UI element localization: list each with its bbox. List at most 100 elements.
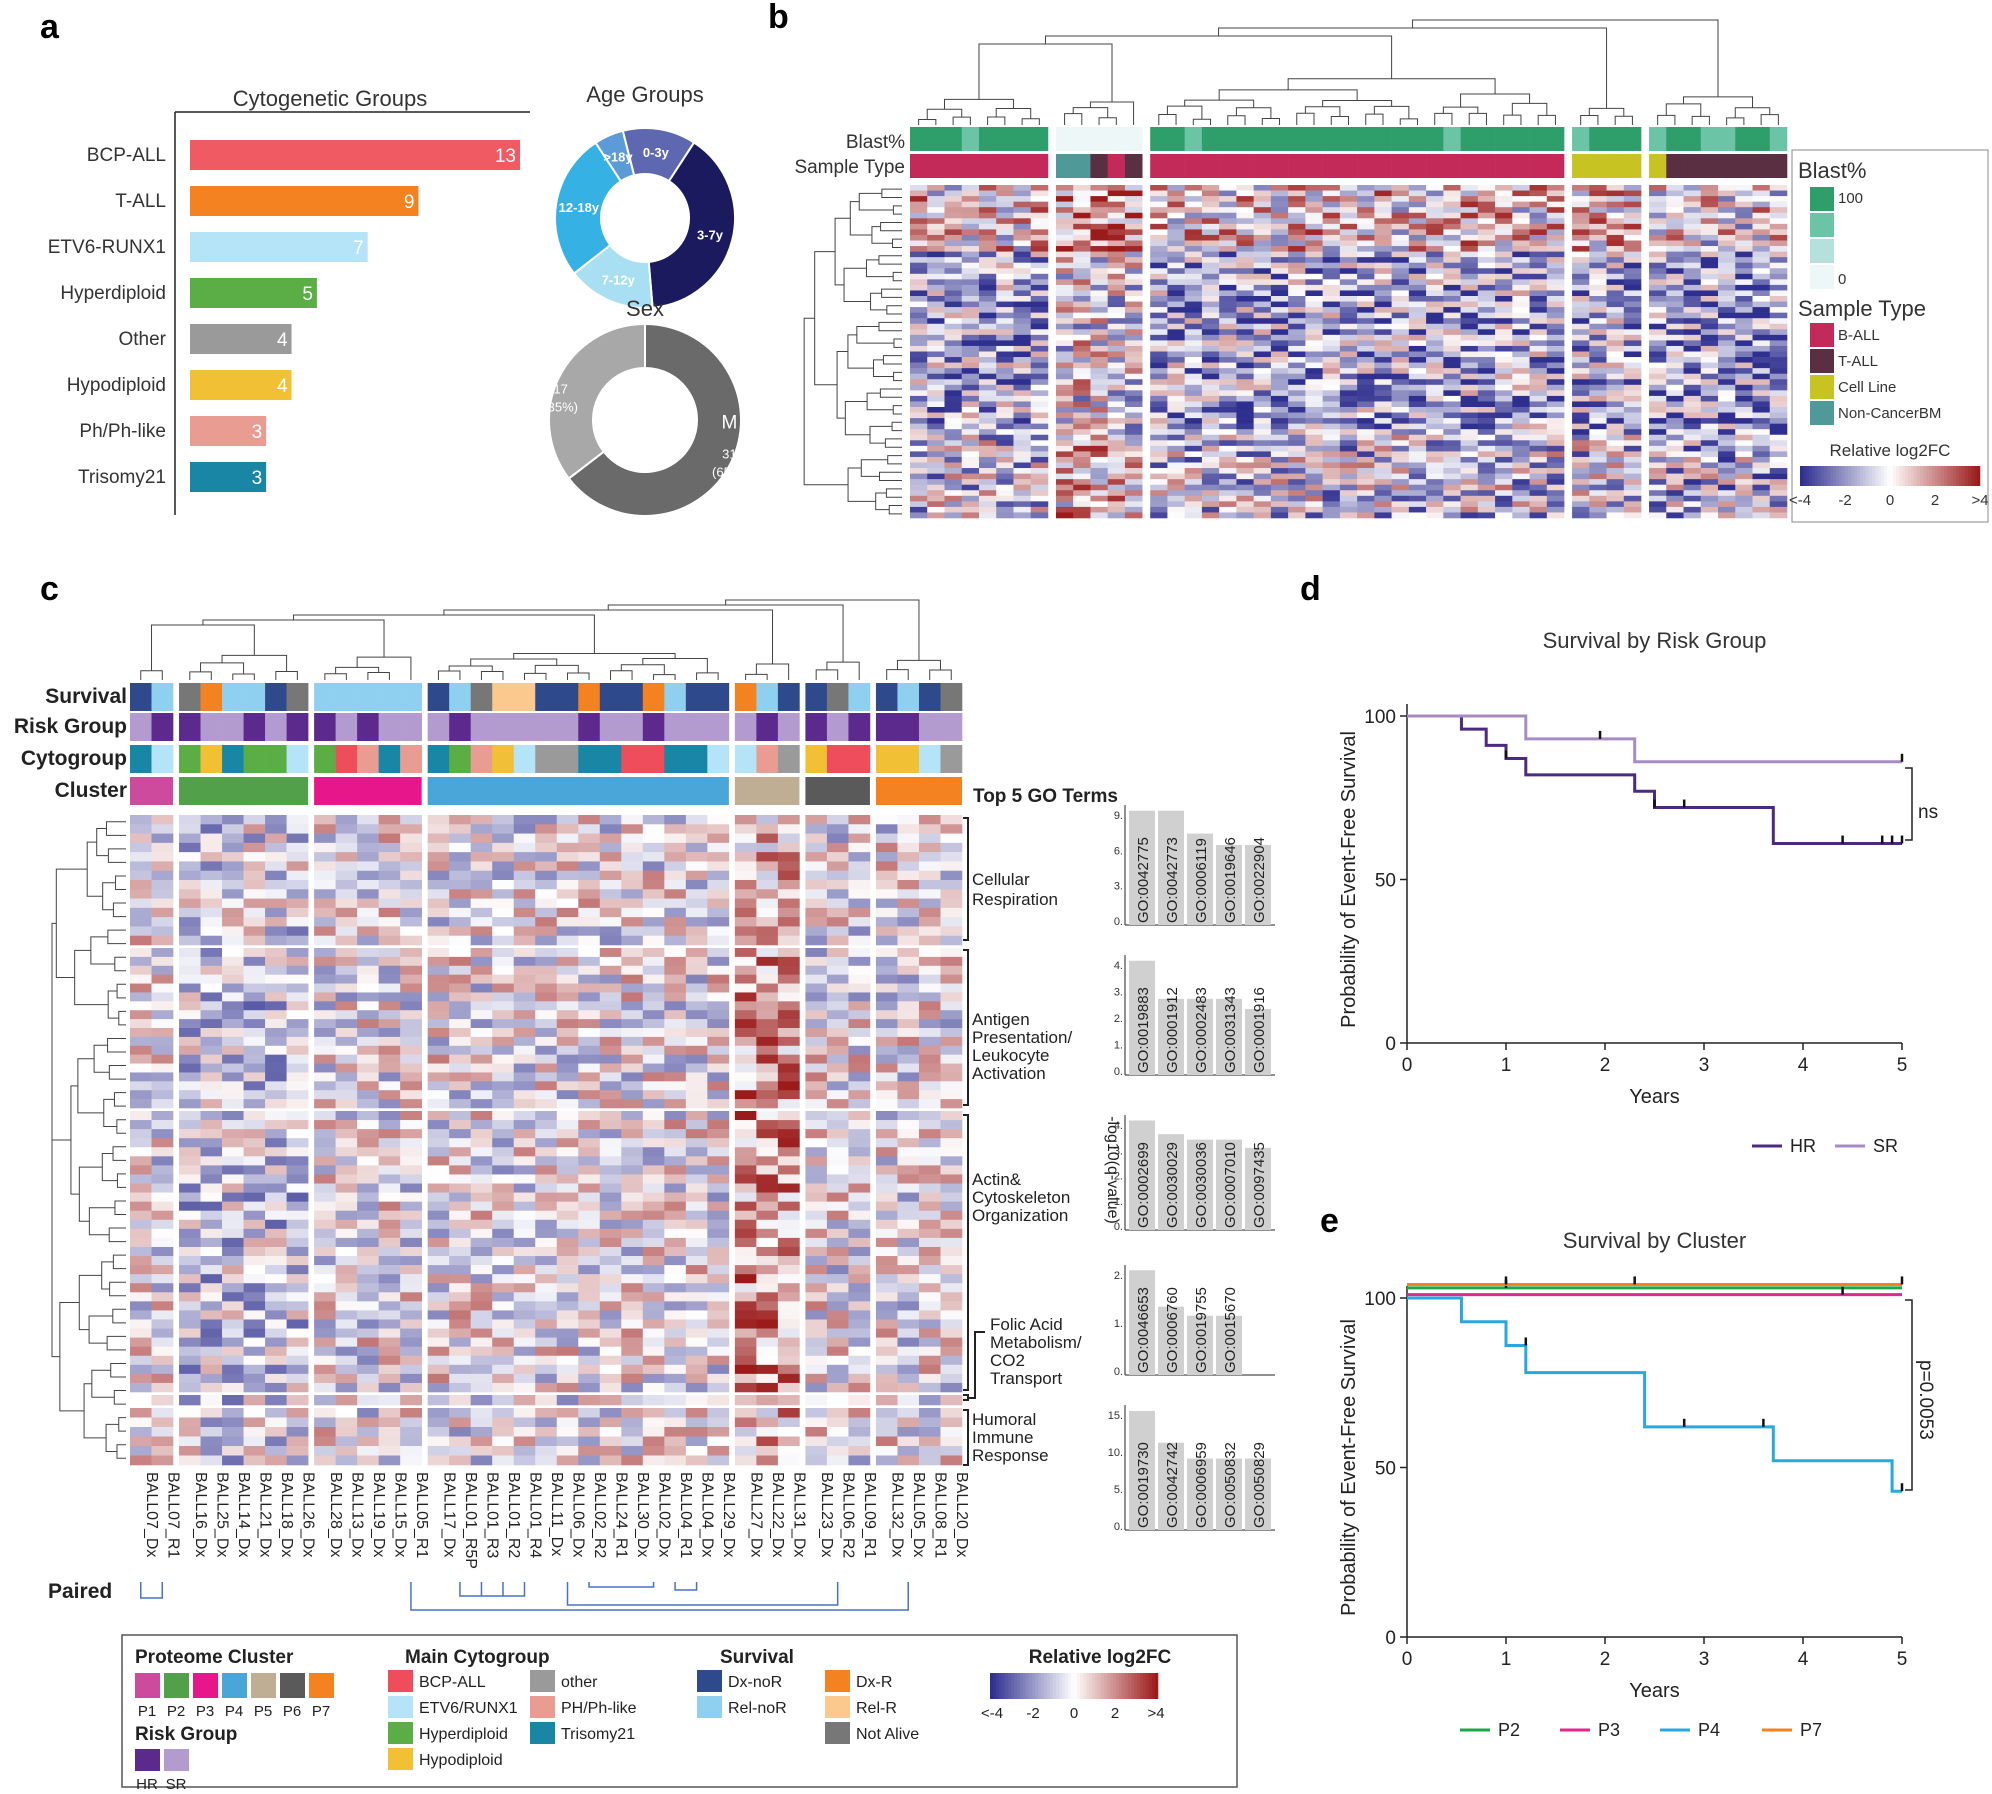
heat-cell — [978, 273, 997, 280]
heat-cell — [1391, 412, 1410, 419]
heat-cell — [1443, 312, 1461, 319]
heat-cell — [1426, 240, 1444, 247]
heat-cell — [1339, 484, 1358, 491]
heat-cell — [1055, 440, 1074, 447]
heat-cell — [1107, 423, 1126, 430]
heat-cell — [357, 907, 379, 918]
heat-cell — [200, 1036, 223, 1047]
bar-chart-title: Cytogenetic Groups — [233, 86, 427, 111]
colorbar-b-step — [1821, 466, 1825, 486]
row-branch — [882, 355, 902, 365]
risk-cell — [492, 713, 515, 741]
heat-cell — [1649, 190, 1667, 197]
heat-cell — [978, 296, 997, 302]
heat-cell — [1219, 379, 1237, 386]
blast-legend-swatch — [1810, 239, 1834, 263]
heat-cell — [151, 1210, 174, 1221]
heat-cell — [1090, 290, 1108, 297]
heat-cell — [1374, 395, 1392, 402]
heat-cell — [1666, 412, 1684, 419]
heat-cell — [286, 1408, 309, 1418]
heat-cell — [1512, 495, 1530, 502]
dendrogram-b-branch — [1373, 105, 1410, 119]
heat-cell — [556, 1120, 579, 1130]
heat-cell — [314, 1219, 336, 1230]
heat-cell — [357, 1328, 379, 1338]
heat-cell — [1495, 407, 1513, 413]
heat-cell — [621, 1028, 644, 1038]
heat-cell — [1529, 484, 1548, 491]
colorbar-b-step — [1947, 466, 1951, 486]
heat-cell — [1752, 512, 1771, 519]
heat-cell — [1374, 185, 1392, 191]
heat-cell — [1150, 407, 1168, 413]
heat-cell — [1013, 418, 1032, 424]
heat-cell — [130, 956, 152, 967]
heat-cell — [200, 1001, 223, 1011]
heat-cell — [1219, 246, 1237, 252]
heat-cell — [1322, 429, 1341, 436]
heat-cell — [286, 880, 309, 890]
heat-cell — [1495, 451, 1513, 458]
heat-cell — [1339, 451, 1358, 458]
heat-cell — [1184, 484, 1203, 491]
heat-cell — [1589, 407, 1607, 413]
heat-cell — [513, 1147, 536, 1157]
heat-cell — [513, 1256, 536, 1266]
heat-cell — [151, 1301, 174, 1311]
heat-cell — [1055, 257, 1074, 263]
heat-cell — [1606, 268, 1625, 275]
heat-cell — [1236, 407, 1254, 413]
heat-cell — [1408, 501, 1427, 508]
heat-cell — [1408, 357, 1427, 363]
heat-cell — [599, 1174, 622, 1184]
heat-cell — [961, 185, 980, 191]
heat-cell — [243, 935, 266, 946]
heat-cell — [1572, 390, 1590, 397]
heat-cell — [513, 1120, 536, 1130]
heat-cell — [599, 1246, 622, 1257]
sample-type-cell — [1107, 154, 1126, 178]
heat-cell — [427, 1395, 450, 1406]
heat-cell — [400, 1028, 422, 1038]
heat-cell — [556, 824, 579, 834]
heat-cell — [599, 870, 622, 881]
heat-cell — [1606, 207, 1625, 214]
heat-cell — [1236, 395, 1254, 402]
heat-cell — [1495, 484, 1513, 491]
heat-cell — [556, 1265, 579, 1275]
heat-cell — [357, 1036, 379, 1047]
heat-cell — [265, 1265, 287, 1275]
heat-cell — [1150, 434, 1168, 441]
heat-cell — [1253, 240, 1272, 247]
heat-cell — [1030, 207, 1049, 214]
heat-cell — [1572, 262, 1590, 269]
heat-cell — [944, 334, 963, 341]
heat-cell — [961, 479, 980, 485]
heat-cell — [1288, 368, 1306, 374]
heat-cell — [1167, 251, 1185, 258]
heat-cell — [1167, 301, 1185, 308]
colorbar-b-step — [1833, 466, 1837, 486]
heat-cell — [1700, 379, 1719, 386]
heat-cell — [535, 1201, 558, 1212]
heat-cell — [944, 329, 963, 336]
heat-cell — [1391, 284, 1410, 291]
heat-cell — [200, 889, 223, 899]
heat-cell — [492, 1337, 515, 1347]
heat-cell — [400, 1395, 422, 1406]
heat-cell — [1013, 257, 1032, 263]
heat-cell — [1374, 329, 1392, 336]
heat-cell — [1236, 223, 1254, 230]
heat-cell — [1649, 329, 1667, 336]
heat-cell — [1572, 207, 1590, 214]
heat-cell — [179, 1382, 201, 1393]
heat-cell — [1305, 207, 1323, 214]
heat-cell — [927, 212, 945, 219]
heat-cell — [378, 1417, 401, 1428]
heat-cell — [1683, 451, 1702, 458]
heat-cell — [1408, 290, 1427, 297]
heat-cell — [1752, 501, 1771, 508]
heat-cell — [1477, 351, 1496, 358]
heat-cell — [535, 1054, 558, 1064]
